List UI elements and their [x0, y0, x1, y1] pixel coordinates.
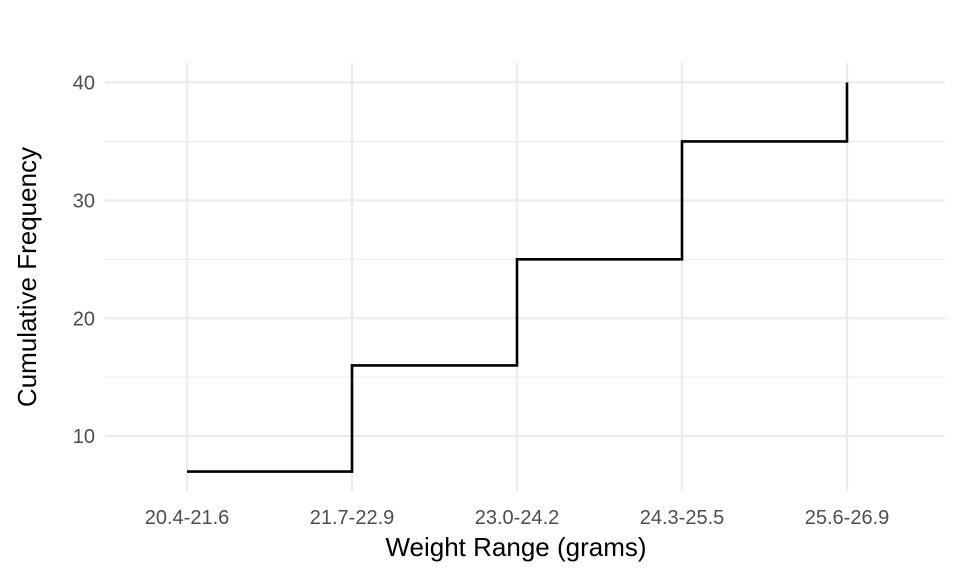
y-tick-label: 30: [73, 190, 95, 212]
data-layer: [187, 82, 849, 473]
y-tick-label: 20: [73, 308, 95, 330]
x-tick-label: 20.4-21.6: [145, 507, 230, 529]
x-tick-labels: 20.4-21.6 21.7-22.9 23.0-24.2 24.3-25.5 25.6…: [145, 507, 890, 529]
y-tick-label: 10: [73, 426, 95, 448]
grid-layer: [105, 63, 945, 491]
y-tick-labels: 10 20 30 40: [73, 72, 95, 448]
y-tick-label: 40: [73, 72, 95, 94]
x-axis-title: Weight Range (grams): [385, 532, 646, 562]
x-tick-label: 25.6-26.9: [805, 507, 890, 529]
cumulative-step-line: [187, 82, 849, 473]
x-tick-label: 21.7-22.9: [310, 507, 395, 529]
y-axis-title: Cumulative Frequency: [12, 147, 42, 407]
x-tick-label: 24.3-25.5: [640, 507, 725, 529]
x-tick-label: 23.0-24.2: [475, 507, 560, 529]
